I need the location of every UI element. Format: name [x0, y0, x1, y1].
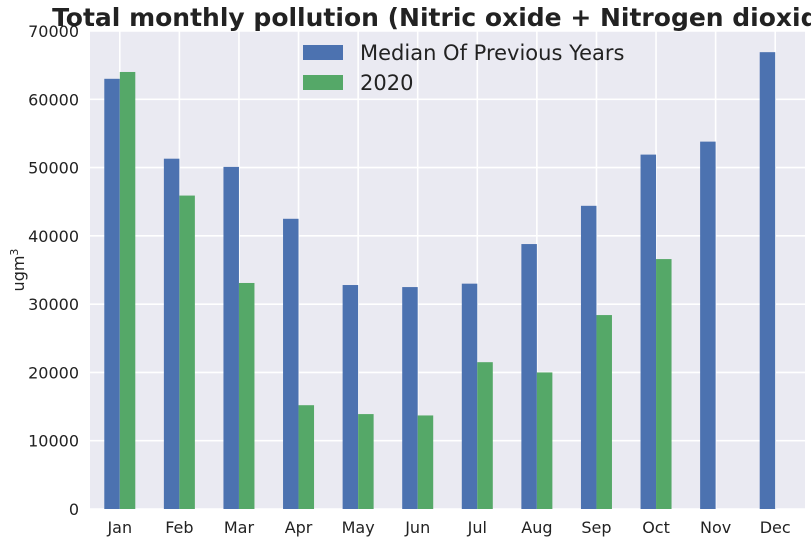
bar [358, 414, 374, 509]
x-tick-label: Jun [404, 518, 430, 537]
bar [640, 154, 657, 509]
x-tick-label: Sep [581, 518, 611, 537]
bar [417, 415, 434, 509]
x-tick-label: Jul [467, 518, 487, 537]
legend: Median Of Previous Years 2020 [303, 41, 624, 95]
bar [700, 141, 716, 509]
bar [521, 244, 537, 509]
bar [402, 287, 418, 509]
bar [759, 52, 776, 509]
bar [104, 78, 120, 510]
bar [298, 405, 315, 509]
bar [238, 282, 255, 509]
y-tick-label: 60000 [28, 90, 79, 109]
x-tick-label: Oct [642, 518, 670, 537]
x-axis-ticks: Jan Feb Mar Apr May Jun Jul Aug Sep Oct Nov Dec [106, 518, 790, 537]
x-tick-label: Nov [700, 518, 731, 537]
y-axis-label: ugm3 [8, 249, 29, 292]
y-axis-label-superscript: 3 [8, 249, 21, 256]
legend-label: 2020 [360, 71, 413, 95]
x-tick-label: Apr [285, 518, 313, 537]
bar [163, 158, 180, 510]
bar [656, 259, 672, 509]
y-tick-label: 50000 [28, 159, 79, 178]
legend-swatch [303, 45, 343, 60]
x-tick-label: May [342, 518, 375, 537]
y-tick-label: 10000 [28, 432, 79, 451]
chart-title: Total monthly pollution (Nitric oxide + … [52, 3, 811, 32]
bar [461, 283, 478, 509]
legend-label: Median Of Previous Years [360, 41, 624, 65]
legend-swatch [303, 75, 343, 90]
bar [477, 362, 493, 509]
y-tick-label: 40000 [28, 227, 79, 246]
bars [104, 52, 776, 510]
x-tick-label: Feb [165, 518, 193, 537]
bar [580, 205, 597, 509]
y-tick-label: 0 [69, 500, 79, 519]
bar [223, 166, 239, 510]
y-tick-label: 30000 [28, 295, 79, 314]
x-tick-label: Dec [760, 518, 791, 537]
bar [596, 315, 612, 509]
bar [536, 372, 553, 509]
bar [283, 218, 299, 510]
x-tick-label: Jan [106, 518, 132, 537]
bar [119, 71, 136, 509]
x-tick-label: Aug [521, 518, 552, 537]
bar [342, 285, 359, 509]
plot-area [90, 31, 805, 509]
y-tick-label: 70000 [28, 22, 79, 41]
y-axis-label-text: ugm [9, 256, 28, 292]
y-tick-label: 20000 [28, 363, 79, 382]
bar [179, 195, 195, 509]
x-tick-label: Mar [224, 518, 255, 537]
y-axis-ticks: 0 10000 20000 30000 40000 50000 60000 70000 [28, 22, 79, 519]
